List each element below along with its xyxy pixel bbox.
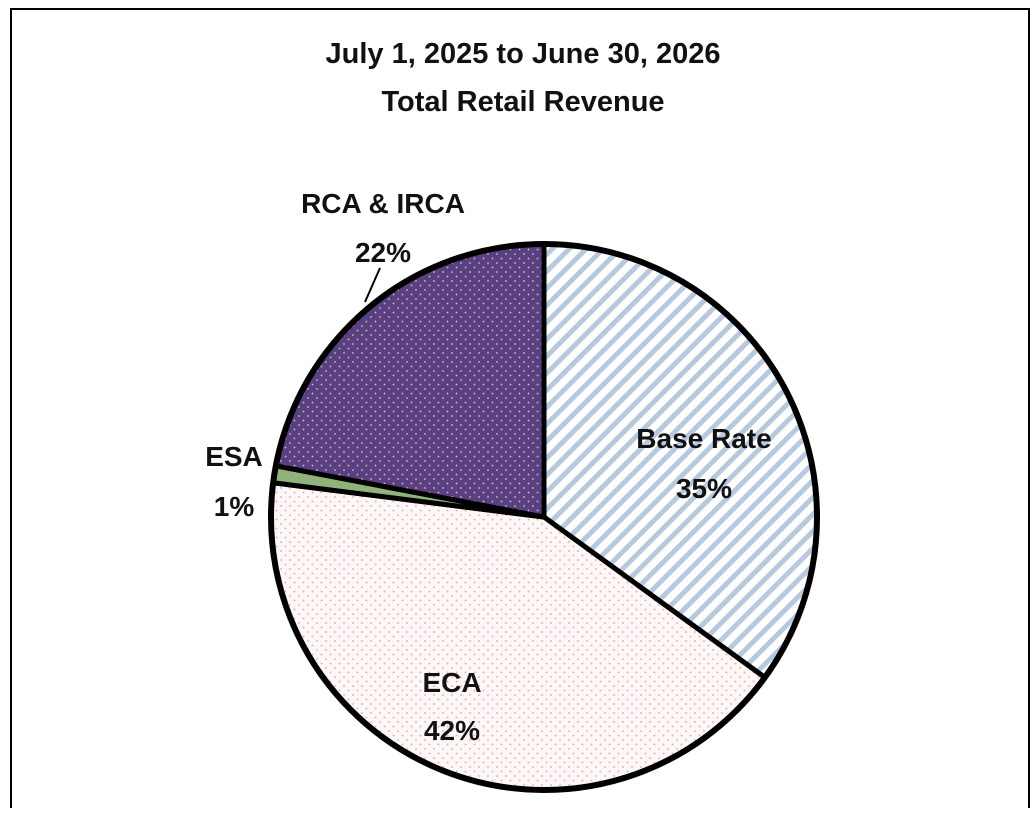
slice-label-name: RCA & IRCA: [301, 188, 465, 219]
rca-leader-line: [364, 267, 381, 303]
slice-label-name: ECA: [422, 667, 481, 698]
slice-label-percent: 1%: [214, 491, 255, 522]
slice-label-percent: 42%: [424, 715, 480, 746]
pie-outline: [268, 241, 820, 793]
slice-label-percent: 22%: [355, 237, 411, 268]
slice-label-name: Base Rate: [636, 423, 771, 454]
chart-title-line1: July 1, 2025 to June 30, 2026: [326, 38, 721, 70]
chart-title-line2: Total Retail Revenue: [381, 86, 664, 118]
slice-label-name: ESA: [205, 441, 263, 472]
slice-label-percent: 35%: [676, 473, 732, 504]
pie-slice: [273, 241, 547, 520]
